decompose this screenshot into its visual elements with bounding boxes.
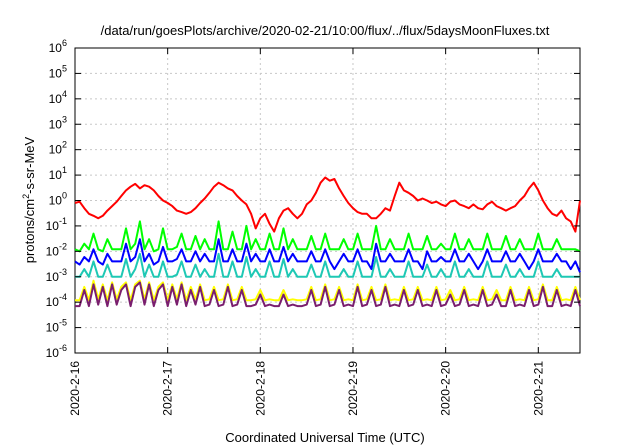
x-tick-label: 2020-2-18 <box>253 361 267 416</box>
x-tick-label: 2020-2-20 <box>439 361 453 416</box>
x-axis: 2020-2-16 2020-2-17 2020-2-18 2020-2-19 2020… <box>68 48 545 416</box>
y-tick-label: 10-6 <box>46 343 67 360</box>
series-layer <box>74 176 581 308</box>
y-tick-label: 100 <box>49 191 67 208</box>
x-axis-label: Coordinated Universal Time (UTC) <box>225 430 424 445</box>
series-line-4 <box>75 252 580 278</box>
y-axis: 106 105 104 103 102 101 100 10-1 10-2 10-3 10-4 10-… <box>46 38 580 360</box>
series-line-1 <box>74 176 581 233</box>
grid <box>74 47 580 354</box>
y-tick-label: 103 <box>49 114 67 131</box>
y-tick-label: 105 <box>49 63 67 80</box>
y-tick-label: 10-5 <box>46 318 67 335</box>
y-tick-label: 106 <box>49 38 67 55</box>
y-tick-label: 102 <box>49 140 67 157</box>
series-line-2 <box>74 220 581 253</box>
series-line-6 <box>75 281 581 308</box>
x-tick-label: 2020-2-17 <box>161 361 175 416</box>
x-tick-label: 2020-2-19 <box>346 361 360 416</box>
y-tick-label: 10-1 <box>46 216 67 233</box>
series-line-3 <box>74 238 581 273</box>
y-tick-label: 101 <box>49 165 67 182</box>
y-tick-label: 10-3 <box>46 267 67 284</box>
chart-title: /data/run/goesPlots/archive/2020-02-21/1… <box>101 23 550 38</box>
y-tick-label: 10-2 <box>46 241 67 258</box>
x-tick-label: 2020-2-21 <box>531 361 545 416</box>
y-axis-label: protons/cm2-s-sr-MeV <box>21 136 37 263</box>
y-tick-label: 104 <box>49 89 67 106</box>
y-tick-label: 10-4 <box>46 292 67 309</box>
x-tick-label: 2020-2-16 <box>68 361 82 416</box>
